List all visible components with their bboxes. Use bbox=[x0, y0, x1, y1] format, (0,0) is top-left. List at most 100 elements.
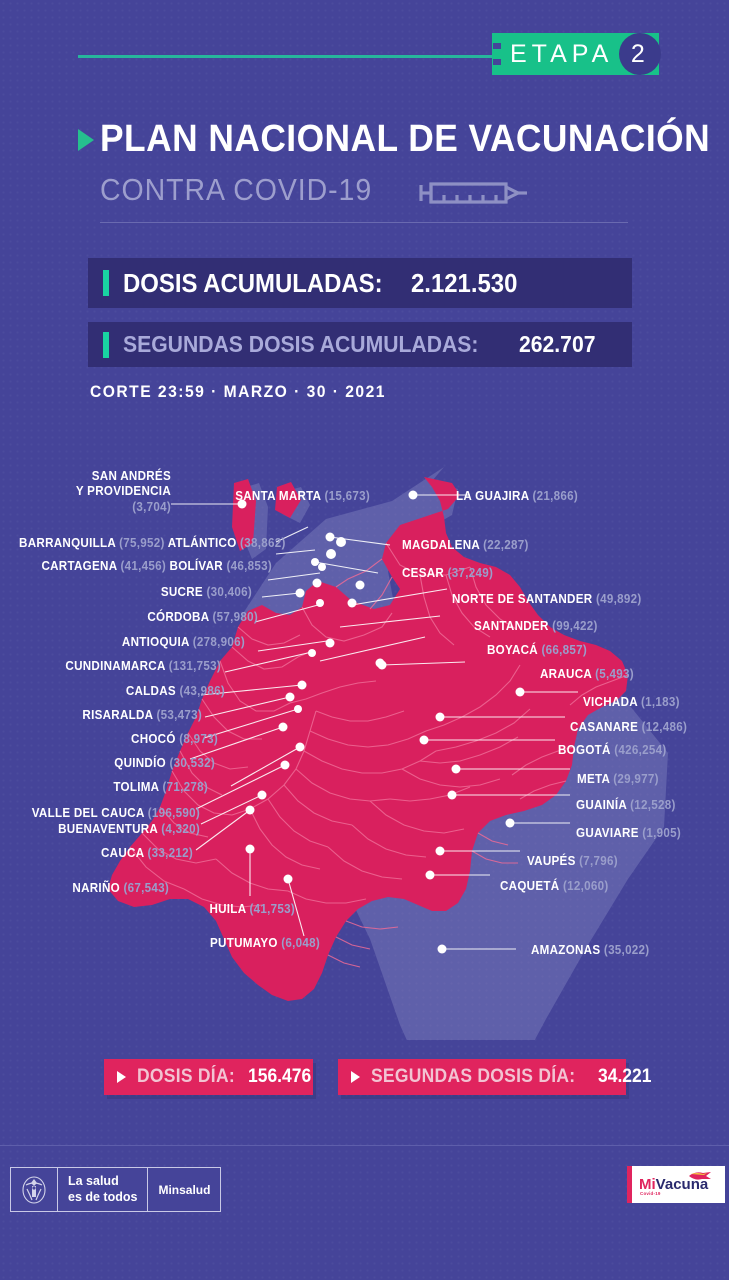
map-location-dots bbox=[237, 490, 525, 954]
map-label-value: (4,320) bbox=[161, 822, 200, 836]
map-label-arauca: ARAUCA (5,493) bbox=[540, 667, 634, 682]
stat-second-doses: SEGUNDAS DOSIS ACUMULADAS: 262.707 bbox=[88, 322, 632, 367]
map-label-name: BARRANQUILLA bbox=[19, 536, 116, 550]
map-label-value: (35,022) bbox=[603, 943, 650, 957]
daily-doses-value: 156.476 bbox=[248, 1066, 312, 1087]
map-label-value: (5,493) bbox=[595, 667, 634, 681]
map-label-name: BOGOTÁ bbox=[558, 743, 611, 757]
colombia-vaccination-map: SAN ANDRÉS Y PROVIDENCIA (3,704) SANTA M… bbox=[0, 455, 729, 1040]
map-label-value: (41,753) bbox=[249, 902, 295, 916]
map-label-name: ATLÁNTICO bbox=[167, 536, 237, 550]
map-label-value: (12,060) bbox=[562, 879, 609, 893]
map-label-santander: SANTANDER (99,422) bbox=[474, 619, 598, 634]
cutoff-timestamp: CORTE 23:59 · MARZO · 30 · 2021 bbox=[90, 382, 386, 401]
map-label-name: CUNDINAMARCA bbox=[65, 659, 166, 673]
map-label-value: (37,249) bbox=[447, 566, 494, 580]
map-label-name: SUCRE bbox=[160, 585, 203, 599]
map-label-value: (196,590) bbox=[147, 806, 200, 820]
map-label-norte-de-santander: NORTE DE SANTANDER (49,892) bbox=[452, 592, 642, 607]
map-label-value: (8,973) bbox=[179, 732, 218, 746]
slogan-cell: La salud es de todos bbox=[58, 1168, 149, 1211]
map-label-value: (99,422) bbox=[552, 619, 598, 633]
map-label-value: (12,528) bbox=[630, 798, 676, 812]
stat-second-doses-label: SEGUNDAS DOSIS ACUMULADAS: bbox=[123, 331, 479, 357]
map-label-value: (38,862) bbox=[240, 536, 286, 550]
coat-of-arms-cell bbox=[11, 1168, 58, 1211]
map-label-name: HUILA bbox=[209, 902, 246, 916]
map-label-name: CESAR bbox=[402, 566, 445, 580]
map-label-putumayo: PUTUMAYO (6,048) bbox=[22, 936, 320, 951]
map-label-name: AMAZONAS bbox=[531, 943, 601, 957]
map-label-narino: NARIÑO (67,543) bbox=[12, 881, 169, 896]
map-label-cartagena-bolivar: CARTAGENA (41,456) BOLÍVAR (46,853) bbox=[19, 559, 272, 574]
footer-divider bbox=[0, 1145, 729, 1146]
map-label-value: (29,977) bbox=[613, 772, 659, 786]
map-label-tolima: TOLIMA (71,278) bbox=[15, 780, 208, 795]
map-label-guainia: GUAINÍA (12,528) bbox=[576, 798, 676, 813]
stat-accumulated-value: 2.121.530 bbox=[411, 267, 518, 298]
map-label-name: LA GUAJIRA bbox=[456, 489, 529, 503]
map-label-vichada: VICHADA (1,183) bbox=[583, 695, 680, 710]
mivacuna-logo: MiVacuna Covid-19 bbox=[627, 1166, 725, 1203]
map-label-value: (22,287) bbox=[483, 538, 529, 552]
stage-bars-icon bbox=[492, 33, 502, 75]
map-label-cauca: CAUCA (33,212) bbox=[14, 846, 193, 861]
stat-accumulated-label: DOSIS ACUMULADAS: bbox=[123, 267, 383, 298]
mivacuna-wordmark: MiVacuna Covid-19 bbox=[639, 1175, 709, 1196]
map-label-cordoba: CÓRDOBA (57,980) bbox=[18, 610, 258, 625]
map-label-value: (7,796) bbox=[579, 854, 618, 868]
stage-badge: ETAPA 2 bbox=[492, 33, 662, 75]
map-label-barranquilla-atlantico: BARRANQUILLA (75,952) ATLÁNTICO (38,862) bbox=[19, 536, 285, 551]
map-label-value: (66,857) bbox=[541, 643, 588, 657]
map-label-name: QUINDÍO bbox=[114, 756, 166, 770]
map-label-magdalena: MAGDALENA (22,287) bbox=[402, 538, 529, 553]
map-label-name: ARAUCA bbox=[540, 667, 592, 681]
map-label-caqueta: CAQUETÁ (12,060) bbox=[500, 879, 608, 894]
map-label-name: GUAINÍA bbox=[576, 798, 627, 812]
map-label-bogota: BOGOTÁ (426,254) bbox=[558, 743, 667, 758]
map-label-sucre: SUCRE (30,406) bbox=[18, 585, 252, 600]
map-label-name: PUTUMAYO bbox=[209, 936, 278, 950]
map-label-name: RISARALDA bbox=[82, 708, 153, 722]
map-label-name: VAUPÉS bbox=[527, 854, 576, 868]
page-title: PLAN NACIONAL DE VACUNACIÓN bbox=[100, 118, 711, 160]
map-label-name: CAQUETÁ bbox=[500, 879, 560, 893]
map-label-name: CÓRDOBA bbox=[147, 610, 209, 624]
map-leader-lines bbox=[171, 494, 578, 950]
map-label-amazonas: AMAZONAS (35,022) bbox=[531, 943, 649, 958]
daily-doses-label: DOSIS DÍA: bbox=[137, 1066, 235, 1087]
map-label-name: BUENAVENTURA bbox=[58, 822, 158, 836]
map-label-name: CAUCA bbox=[101, 846, 144, 860]
map-label-value: (1,183) bbox=[641, 695, 680, 709]
map-label-value: (6,048) bbox=[281, 936, 320, 950]
daily-doses-banner: DOSIS DÍA: 156.476 bbox=[104, 1059, 313, 1095]
map-label-san-andres: SAN ANDRÉS Y PROVIDENCIA (3,704) bbox=[12, 469, 171, 515]
map-label-value: (1,905) bbox=[642, 826, 682, 840]
map-label-value: (21,866) bbox=[532, 489, 579, 503]
mivacuna-vacuna: Vacuna bbox=[655, 1175, 709, 1193]
colombia-coat-of-arms-icon bbox=[22, 1175, 46, 1204]
map-label-value: (57,980) bbox=[212, 610, 258, 624]
stage-label: ETAPA bbox=[510, 39, 614, 68]
header-green-rule bbox=[78, 55, 496, 58]
map-label-value: (3,704) bbox=[132, 499, 171, 514]
stat-accumulated-doses: DOSIS ACUMULADAS: 2.121.530 bbox=[88, 258, 632, 308]
map-label-value: (71,278) bbox=[162, 780, 208, 794]
map-label-value: (43,986) bbox=[179, 684, 225, 698]
ministry-name: Minsalud bbox=[158, 1182, 211, 1197]
map-label-value: (278,906) bbox=[192, 635, 245, 649]
map-label-value: (67,543) bbox=[123, 881, 169, 895]
daily-second-doses-banner: SEGUNDAS DOSIS DÍA: 34.221 bbox=[338, 1059, 652, 1095]
map-label-huila: HUILA (41,753) bbox=[21, 902, 295, 917]
map-label-name: NORTE DE SANTANDER bbox=[452, 592, 593, 606]
map-label-value: (15,673) bbox=[324, 489, 370, 503]
page-subtitle: CONTRA COVID-19 bbox=[100, 172, 373, 207]
triangle-icon bbox=[351, 1071, 360, 1083]
map-label-name: BOLÍVAR bbox=[169, 559, 223, 573]
map-label-quindio: QUINDÍO (30,532) bbox=[15, 756, 215, 771]
map-label-boyaca: BOYACÁ (66,857) bbox=[487, 643, 587, 658]
map-label-choco: CHOCÓ (8,973) bbox=[15, 732, 218, 747]
map-label-value: (30,532) bbox=[169, 756, 215, 770]
mivacuna-mi: Mi bbox=[639, 1175, 656, 1193]
